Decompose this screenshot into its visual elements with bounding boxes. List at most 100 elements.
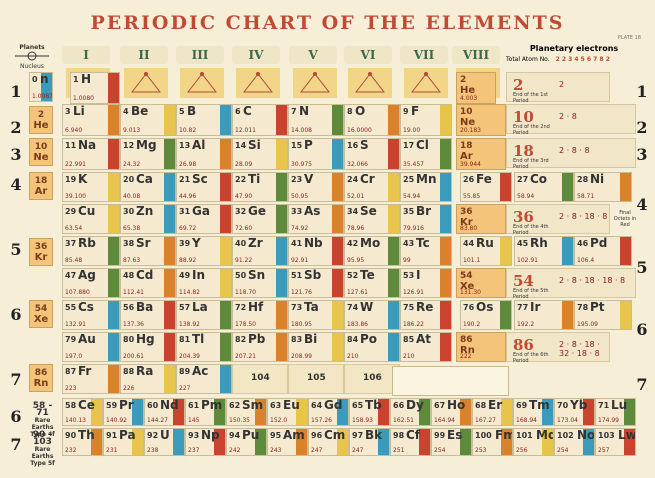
shell-total: 2 (513, 76, 524, 94)
atomic-weight: 253 (475, 447, 487, 454)
group-header-7: VII (400, 46, 448, 64)
atomic-number: 101 (516, 431, 533, 440)
atomic-number: 88 (123, 367, 135, 376)
atomic-number: 15 (291, 141, 303, 150)
planetary-row: Total Atom No. 2 2 3 4 5 6 7 8 2 (506, 56, 642, 63)
element-cell-Ru: 44 Ru 101.1 (460, 236, 512, 266)
shell-caption: End of the 3rd Period (513, 158, 549, 170)
atomic-number: 60 (147, 401, 159, 410)
element-cell-Ge: 32 Ge 72.60 (232, 204, 288, 234)
atomic-weight: 87.63 (123, 257, 141, 264)
element-cell-Po: 84 Po 210 (344, 332, 400, 362)
atomic-weight: 157.26 (311, 417, 332, 424)
element-symbol: Nd (160, 398, 179, 412)
element-cell-Tc: 43 Tc 99 (400, 236, 452, 266)
element-cell-Zr: 40 Zr 91.22 (232, 236, 288, 266)
element-symbol: Cd (136, 268, 154, 282)
element-cell-Sb: 51 Sb 121.76 (288, 268, 344, 298)
atomic-weight: 99 (403, 257, 411, 264)
side-noble-4: 18 Ar (29, 172, 53, 200)
atomic-weight: 210 (403, 353, 415, 360)
atomic-number: 106 (363, 373, 382, 383)
shells-label: 2 2 3 4 5 6 7 8 2 (555, 56, 610, 63)
element-symbol: Li (73, 104, 85, 118)
element-color-tab (332, 173, 343, 201)
element-symbol: Ba (136, 300, 154, 314)
atomic-weight: 58.94 (517, 193, 535, 200)
atomic-weight: 145 (188, 417, 200, 424)
atomic-weight: 256 (516, 447, 528, 454)
atomic-weight: 39.944 (460, 161, 481, 168)
atomic-number: 76 (463, 303, 475, 312)
atomic-number: 97 (352, 431, 364, 440)
atomic-number: 52 (347, 271, 359, 280)
element-color-tab (332, 237, 343, 265)
atomic-number: 95 (270, 431, 282, 440)
element-cell-Pt: 78 Pt 195.09 (574, 300, 632, 330)
element-color-tab (164, 269, 175, 297)
period-label-right-1: 1 (636, 82, 648, 101)
atomic-weight: 83.80 (460, 225, 478, 232)
element-symbol: Zr (248, 236, 263, 250)
atomic-weight: 254 (434, 447, 446, 454)
element-color-tab (440, 301, 451, 329)
atomic-weight: 138.92 (179, 321, 200, 328)
atomic-number: 18 (460, 141, 473, 151)
element-symbol: Sc (192, 172, 208, 186)
element-color-tab (624, 429, 635, 455)
element-symbol: Ca (136, 172, 153, 186)
group-header-6: VI (344, 46, 392, 64)
element-symbol: Rb (78, 236, 96, 250)
element-cell-Ra: 88 Ra 226 (120, 364, 176, 394)
element-color-tab (388, 105, 399, 135)
element-cell-Li: 3 Li 6.940 (62, 104, 120, 136)
element-color-tab (276, 237, 287, 265)
shell-summary-6: 86 End of the 6th Period 2 · 8 · 18 · 32 ·… (506, 332, 610, 364)
element-cell-Mn: 25 Mn 54.94 (400, 172, 452, 202)
side-noble-number: 2 (37, 110, 45, 120)
atomic-weight: 12.011 (235, 127, 256, 134)
atomic-weight: 226 (123, 385, 135, 392)
shell-config: 2 · 8 · 18 · 8 (559, 212, 608, 221)
atomic-number: 70 (557, 401, 569, 410)
atomic-number: 38 (123, 239, 135, 248)
element-cell-Pa: 91 Pa 231 (103, 428, 144, 456)
element-cell-Yb: 70 Yb 173.04 (554, 398, 595, 426)
element-color-tab (332, 139, 343, 169)
element-color-tab (337, 429, 348, 455)
atomic-number: 43 (403, 239, 415, 248)
element-color-tab (108, 105, 119, 135)
element-symbol: Ir (530, 300, 541, 314)
element-symbol: Si (248, 138, 261, 152)
atomic-number: 58 (65, 401, 77, 410)
atomic-number: 84 (347, 335, 359, 344)
element-symbol: Cs (78, 300, 94, 314)
atomic-number: 56 (123, 303, 135, 312)
atomic-weight: 101.1 (463, 257, 481, 264)
element-color-tab (562, 237, 573, 265)
element-cell-n: 0 n 1.0087 (29, 72, 53, 102)
element-cell-Ni: 28 Ni 58.71 (574, 172, 632, 202)
side-noble-7: 86 Rn (29, 364, 53, 392)
element-cell-Ho: 67 Ho 164.94 (431, 398, 472, 426)
atomic-weight: 28.09 (235, 161, 253, 168)
atomic-number: 78 (577, 303, 589, 312)
element-symbol: K (78, 172, 88, 186)
atomic-weight: 238 (147, 447, 159, 454)
atomic-weight: 242 (229, 447, 241, 454)
element-symbol: U (160, 428, 170, 442)
period-label-right-3: 3 (636, 145, 648, 164)
atomic-number: 103 (598, 431, 615, 440)
element-color-tab (378, 399, 389, 425)
atomic-weight: 173.04 (557, 417, 578, 424)
element-symbol: Re (416, 300, 434, 314)
group-diagram-7 (404, 68, 448, 98)
element-color-tab (440, 105, 451, 135)
element-color-tab (296, 399, 307, 425)
atomic-weight: 9.013 (123, 127, 141, 134)
atomic-weight: 192.2 (517, 321, 535, 328)
atomic-number: 0 (32, 75, 38, 84)
side-noble-number: 54 (34, 304, 48, 314)
element-symbol: Np (201, 428, 220, 442)
